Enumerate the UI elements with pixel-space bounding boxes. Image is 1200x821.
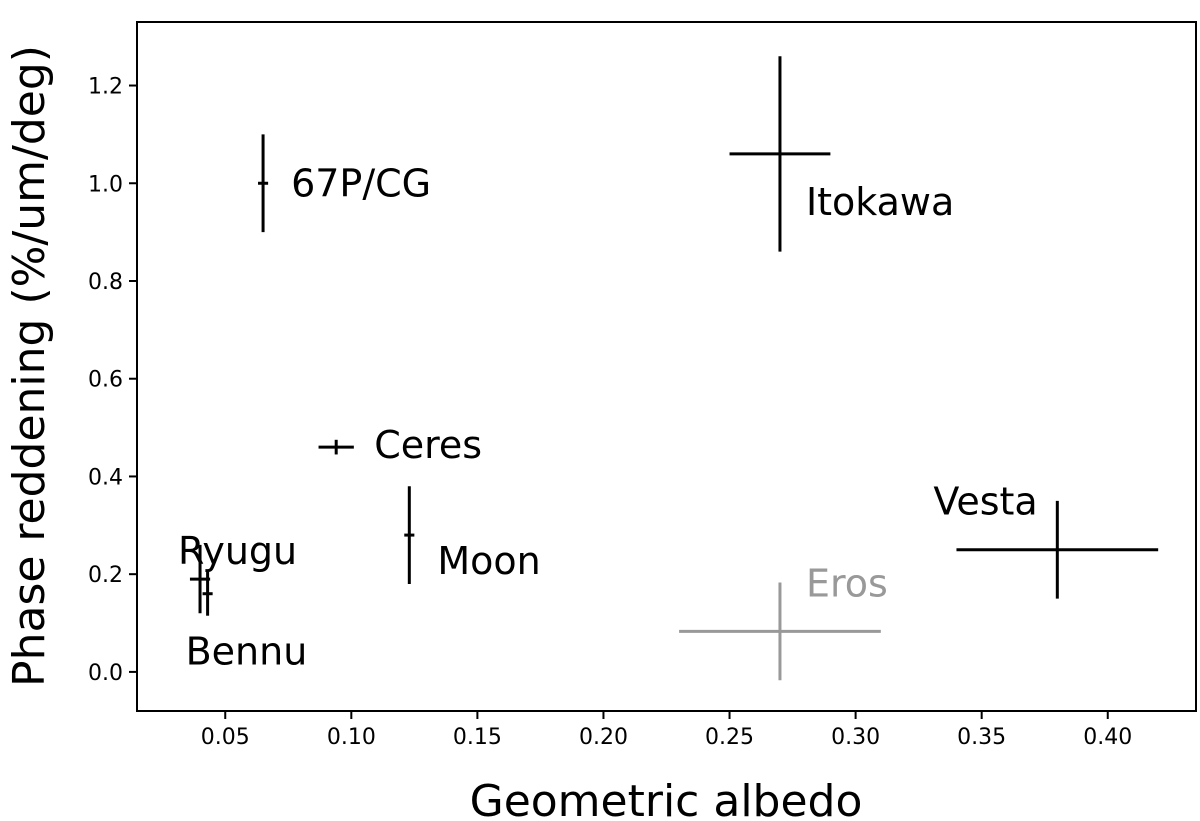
y-tick-label: 0.2 xyxy=(88,563,123,588)
y-tick-label: 1.2 xyxy=(88,75,123,100)
x-tick-label: 0.35 xyxy=(957,725,1006,750)
plot-area: 67P/CG Itokawa Ceres Moon Ryugu Bennu Vesta Ero… xyxy=(178,56,1159,681)
point-label: Ryugu xyxy=(178,529,297,573)
point-label: 67P/CG xyxy=(291,161,431,205)
x-tick-label: 0.05 xyxy=(201,725,250,750)
data-point-ceres: Ceres xyxy=(318,423,482,467)
point-label: Moon xyxy=(437,539,540,583)
y-axis: 0.0 0.2 0.4 0.6 0.8 1.0 1.2 xyxy=(88,75,137,686)
data-point-moon: Moon xyxy=(404,486,541,584)
x-tick-label: 0.20 xyxy=(579,725,628,750)
plot-frame xyxy=(136,21,1197,712)
y-tick-label: 1.0 xyxy=(88,172,123,197)
x-axis-title: Geometric albedo xyxy=(470,776,863,821)
point-label: Ceres xyxy=(374,423,482,467)
x-tick-label: 0.15 xyxy=(453,725,502,750)
x-tick-label: 0.10 xyxy=(327,725,376,750)
y-tick-label: 0.8 xyxy=(88,270,123,295)
data-point-ryugu: Ryugu xyxy=(178,529,297,614)
x-tick-label: 0.30 xyxy=(831,725,880,750)
x-axis: 0.05 0.10 0.15 0.20 0.25 0.30 0.35 0.40 xyxy=(201,711,1132,750)
data-point-eros: Eros xyxy=(679,561,888,681)
data-point-itokawa: Itokawa xyxy=(729,56,954,252)
y-axis-title: Phase reddening (%/um/deg) xyxy=(4,45,55,687)
point-label: Bennu xyxy=(186,630,308,674)
data-point-67p-cg: 67P/CG xyxy=(258,134,431,233)
y-tick-label: 0.0 xyxy=(88,661,123,686)
data-point-bennu: Bennu xyxy=(186,571,308,674)
y-tick-label: 0.4 xyxy=(88,465,123,490)
x-tick-label: 0.25 xyxy=(705,725,754,750)
point-label: Vesta xyxy=(933,480,1037,524)
x-tick-label: 0.40 xyxy=(1083,725,1132,750)
data-point-vesta: Vesta xyxy=(933,480,1159,599)
y-tick-label: 0.6 xyxy=(88,368,123,393)
point-label: Eros xyxy=(806,561,888,605)
point-label: Itokawa xyxy=(806,180,954,224)
